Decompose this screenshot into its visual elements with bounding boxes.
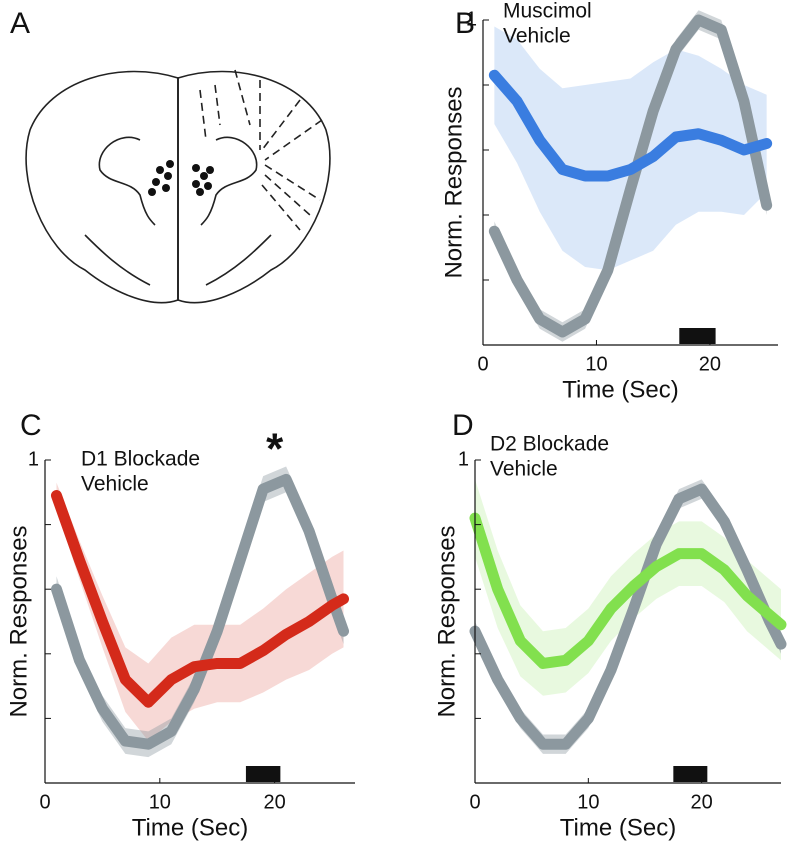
panel-label: B [455,7,475,40]
region-borders [199,69,323,231]
stimulus-bar [679,328,716,344]
y-axis-label: Norm. Responses [5,525,32,717]
line [50,490,350,708]
y-tick-label: 1 [466,8,477,30]
legend-entry: Vehicle [81,473,149,496]
y-tick-label: 1 [28,448,39,470]
x-axis-label: Time (Sec) [562,376,678,403]
line [488,69,773,182]
annotation: * [266,425,284,474]
line [469,512,787,669]
x-tick-label: 0 [477,353,488,375]
legend-entry: Vehicle [490,458,558,481]
x-tick-label: 10 [149,791,171,813]
line [469,483,787,750]
panel-label: C [20,409,42,442]
right-striatum [200,136,258,226]
x-tick-label: 20 [691,791,713,813]
y-tick-label: 1 [458,448,469,470]
x-tick-label: 0 [469,791,480,813]
y-axis-label: Norm. Responses [440,86,467,278]
cortex-lines [84,234,272,286]
y-axis-label: Norm. Responses [433,525,460,717]
legend-entry: D1 Blockade [81,448,200,471]
stimulus-bar [245,766,281,782]
left-hemisphere [25,70,179,304]
x-tick-label: 20 [699,353,721,375]
x-tick-label: 10 [585,353,607,375]
x-axis-label: Time (Sec) [560,814,676,841]
x-tick-label: 0 [39,791,50,813]
legend-entry: D2 Blockade [490,433,609,456]
panel-label: A [10,7,30,40]
x-axis-label: Time (Sec) [132,814,248,841]
line [488,14,773,338]
legend-entry: Vehicle [503,25,571,48]
injection-sites [148,160,214,196]
right-hemisphere [177,70,331,304]
error-band [494,26,767,271]
panel-label: D [452,409,474,442]
x-tick-label: 20 [264,791,286,813]
left-striatum [98,136,156,226]
x-tick-label: 10 [577,791,599,813]
stimulus-bar [673,766,708,782]
legend-entry: Muscimol [503,0,592,23]
brain-diagram [25,69,331,304]
